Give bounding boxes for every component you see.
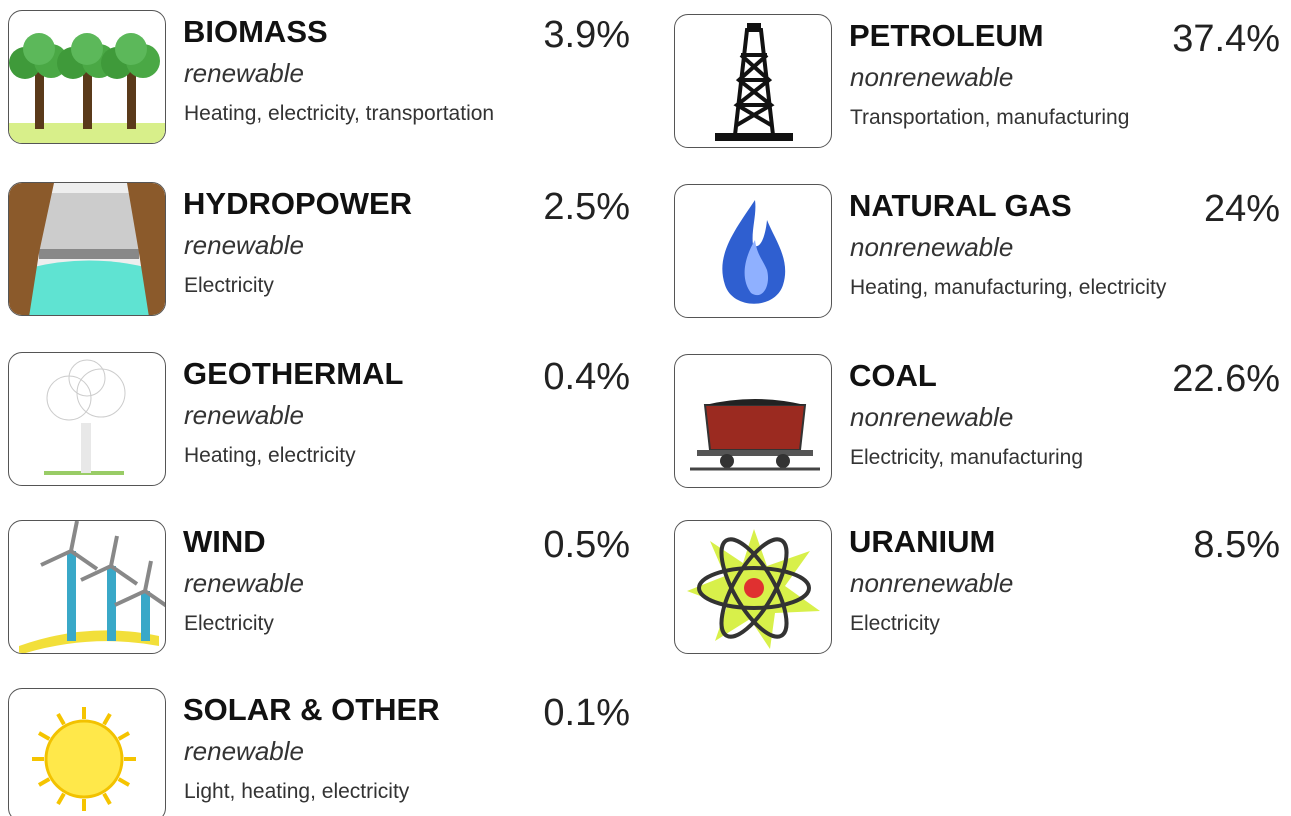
- source-icon: [8, 688, 166, 816]
- source-uses: Electricity: [184, 274, 274, 298]
- source-share: 0.1%: [543, 692, 630, 735]
- source-share: 2.5%: [543, 186, 630, 229]
- source-share: 3.9%: [543, 14, 630, 57]
- source-uses: Heating, electricity: [184, 444, 356, 468]
- source-uses: Light, heating, electricity: [184, 780, 409, 804]
- source-uses: Heating, manufacturing, electricity: [850, 276, 1166, 300]
- source-share: 37.4%: [1172, 18, 1280, 61]
- source-kind: renewable: [184, 736, 304, 767]
- icon-art: [9, 183, 166, 316]
- source-name: HYDROPOWER: [183, 186, 412, 222]
- source-name: URANIUM: [849, 524, 995, 560]
- source-icon: [674, 520, 832, 654]
- source-icon: [674, 14, 832, 148]
- source-uses: Electricity, manufacturing: [850, 446, 1083, 470]
- source-kind: renewable: [184, 58, 304, 89]
- energy-sources: BIOMASS renewable Heating, electricity, tr…: [0, 0, 1291, 816]
- source-icon: [8, 352, 166, 486]
- source-name: NATURAL GAS: [849, 188, 1072, 224]
- source-name: WIND: [183, 524, 266, 560]
- source-uses: Electricity: [184, 612, 274, 636]
- source-kind: nonrenewable: [850, 62, 1013, 93]
- source-icon: [8, 182, 166, 316]
- source-uses: Transportation, manufacturing: [850, 106, 1129, 130]
- source-name: SOLAR & OTHER: [183, 692, 440, 728]
- source-name: BIOMASS: [183, 14, 328, 50]
- icon-art: [675, 521, 832, 654]
- source-kind: nonrenewable: [850, 232, 1013, 263]
- source-name: GEOTHERMAL: [183, 356, 403, 392]
- source-uses: Heating, electricity, transportation: [184, 102, 494, 126]
- source-kind: renewable: [184, 568, 304, 599]
- source-share: 8.5%: [1193, 524, 1280, 567]
- icon-art: [9, 689, 166, 816]
- source-kind: renewable: [184, 400, 304, 431]
- source-kind: nonrenewable: [850, 568, 1013, 599]
- icon-art: [9, 11, 166, 144]
- source-uses: Electricity: [850, 612, 940, 636]
- icon-art: [675, 15, 832, 148]
- source-share: 0.4%: [543, 356, 630, 399]
- icon-art: [9, 521, 166, 654]
- source-share: 0.5%: [543, 524, 630, 567]
- source-share: 22.6%: [1172, 358, 1280, 401]
- source-share: 24%: [1204, 188, 1280, 231]
- source-icon: [8, 10, 166, 144]
- icon-art: [675, 185, 832, 318]
- source-name: PETROLEUM: [849, 18, 1044, 54]
- source-kind: renewable: [184, 230, 304, 261]
- icon-art: [675, 355, 832, 488]
- source-kind: nonrenewable: [850, 402, 1013, 433]
- icon-art: [9, 353, 166, 486]
- source-icon: [674, 354, 832, 488]
- source-icon: [674, 184, 832, 318]
- source-name: COAL: [849, 358, 937, 394]
- source-icon: [8, 520, 166, 654]
